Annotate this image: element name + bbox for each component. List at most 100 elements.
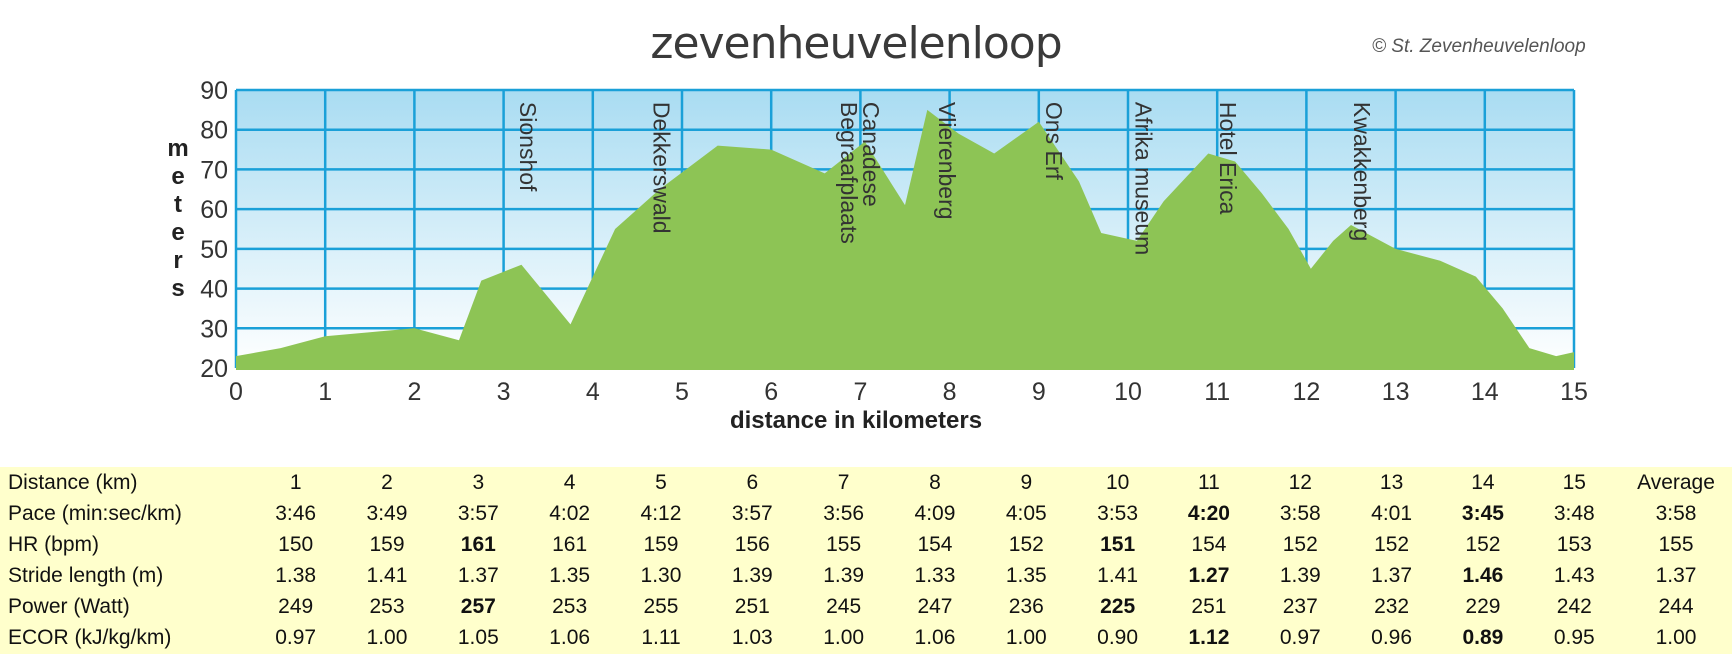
location-annotations: Sionshof Dekkerswald CanadeseBegraafplaats… [515, 102, 1375, 255]
table-cell: 1.00 [1655, 625, 1697, 649]
x-axis-label: distance in kilometers [730, 407, 982, 434]
annotation-label: Vlierenberg [934, 102, 960, 220]
table-cell: 253 [369, 594, 405, 618]
column-header: 1 [289, 470, 302, 494]
table-cell: 155 [826, 532, 862, 556]
elevation-profile-area [236, 109, 1574, 370]
table-cell: 1.35 [1005, 563, 1047, 587]
x-tick-label: 12 [1292, 378, 1320, 406]
table-cell: 1.05 [457, 625, 499, 649]
column-header: 14 [1471, 470, 1495, 494]
x-tick-label: 9 [1032, 378, 1046, 406]
table-cell: 1.41 [366, 563, 408, 587]
table-cell: 152 [1282, 532, 1318, 556]
table-cell: 154 [1191, 532, 1227, 556]
row-label: Pace (min:sec/km) [8, 501, 182, 525]
table-cell: 251 [1191, 594, 1227, 618]
annotation-label: Canadese [858, 102, 884, 207]
table-row: ECOR (kJ/kg/km) 0.97 1.00 1.05 1.06 1.11 1.03 1… [0, 622, 1732, 653]
table-cell: 1.43 [1553, 563, 1595, 587]
row-label: Stride length (m) [8, 563, 164, 587]
x-tick-label: 7 [853, 378, 867, 406]
table-cell: 159 [369, 532, 405, 556]
annotation-label: Sionshof [515, 102, 541, 192]
table-cell: 1.37 [1371, 563, 1413, 587]
table-cell: 155 [1658, 532, 1694, 556]
table-row: Stride length (m) 1.38 1.41 1.37 1.35 1.30 1.3… [0, 560, 1732, 591]
table-cell: 4:12 [640, 501, 682, 525]
table-cell: 245 [826, 594, 862, 618]
row-label: Distance (km) [8, 470, 138, 494]
elevation-chart: Sionshof Dekkerswald CanadeseBegraafplaats… [167, 77, 1588, 434]
annotation-label: Kwakkenberg [1349, 102, 1375, 241]
column-header: 10 [1105, 470, 1130, 494]
y-tick-label: 40 [200, 276, 228, 304]
table-cell: 1.35 [549, 563, 591, 587]
column-header: 12 [1288, 470, 1312, 494]
table-cell: 1.37 [457, 563, 499, 587]
table-cell: 152 [1465, 532, 1501, 556]
table-cell: 4:20 [1187, 501, 1230, 525]
table-cell: 3:57 [457, 501, 499, 525]
table-cell: 237 [1282, 594, 1318, 618]
table-cell: 1.00 [823, 625, 865, 649]
y-tick-label: 80 [200, 117, 228, 145]
table-cell: 1.30 [640, 563, 682, 587]
table-cell: 152 [1374, 532, 1410, 556]
row-label: Power (Watt) [8, 594, 130, 618]
row-label: HR (bpm) [8, 532, 100, 556]
table-cell: 0.96 [1371, 625, 1413, 649]
x-tick-label: 3 [497, 378, 511, 406]
table-cell: 1.27 [1188, 563, 1230, 587]
x-tick-label: 4 [586, 378, 600, 406]
table-cell: 159 [643, 532, 679, 556]
table-cell: 1.11 [641, 625, 681, 649]
table-cell: 1.41 [1097, 563, 1139, 587]
column-header: 3 [472, 470, 485, 494]
x-tick-label: 15 [1560, 378, 1588, 406]
table-cell: 4:09 [914, 501, 956, 525]
x-tick-label: 1 [318, 378, 332, 406]
x-tick-label: 11 [1204, 378, 1230, 406]
column-header: 9 [1020, 470, 1033, 494]
table-cell: 0.97 [275, 625, 317, 649]
column-header: Average [1637, 470, 1715, 494]
table-cell: 152 [1008, 532, 1044, 556]
table-cell: 3:56 [823, 501, 865, 525]
table-cell: 255 [643, 594, 679, 618]
table-cell: 151 [1100, 532, 1136, 556]
y-tick-label: 70 [200, 156, 228, 184]
table-cell: 3:58 [1279, 501, 1321, 525]
y-tick-label: 30 [200, 315, 228, 343]
table-cell: 3:46 [275, 501, 317, 525]
table-cell: 242 [1556, 594, 1592, 618]
annotation-label: Afrika museum [1130, 102, 1156, 255]
column-header: 13 [1379, 470, 1404, 494]
table-cell: 253 [552, 594, 588, 618]
copyright-text: © St. Zevenheuvelenloop [1372, 36, 1586, 57]
column-header: 11 [1198, 470, 1220, 494]
x-tick-label: 10 [1114, 378, 1142, 406]
table-cell: 161 [552, 532, 588, 556]
y-tick-label: 60 [200, 196, 228, 224]
x-tick-label: 2 [407, 378, 421, 406]
table-cell: 3:48 [1553, 501, 1595, 525]
table-cell: 1.33 [914, 563, 956, 587]
x-tick-label: 6 [764, 378, 778, 406]
table-cell: 1.46 [1462, 563, 1504, 587]
table-cell: 251 [734, 594, 770, 618]
table-cell: 3:57 [731, 501, 773, 525]
table-cell: 232 [1374, 594, 1410, 618]
y-tick-label: 50 [200, 236, 228, 264]
table-cell: 1.00 [1005, 625, 1047, 649]
annotation-label: Ons Erf [1041, 102, 1067, 181]
table-cell: 156 [734, 532, 770, 556]
column-header: 5 [655, 470, 667, 494]
column-header: 4 [563, 470, 576, 494]
table-cell: 3:53 [1097, 501, 1139, 525]
table-cell: 4:05 [1005, 501, 1047, 525]
x-tick-label: 5 [675, 378, 689, 406]
table-cell: 161 [460, 532, 496, 556]
